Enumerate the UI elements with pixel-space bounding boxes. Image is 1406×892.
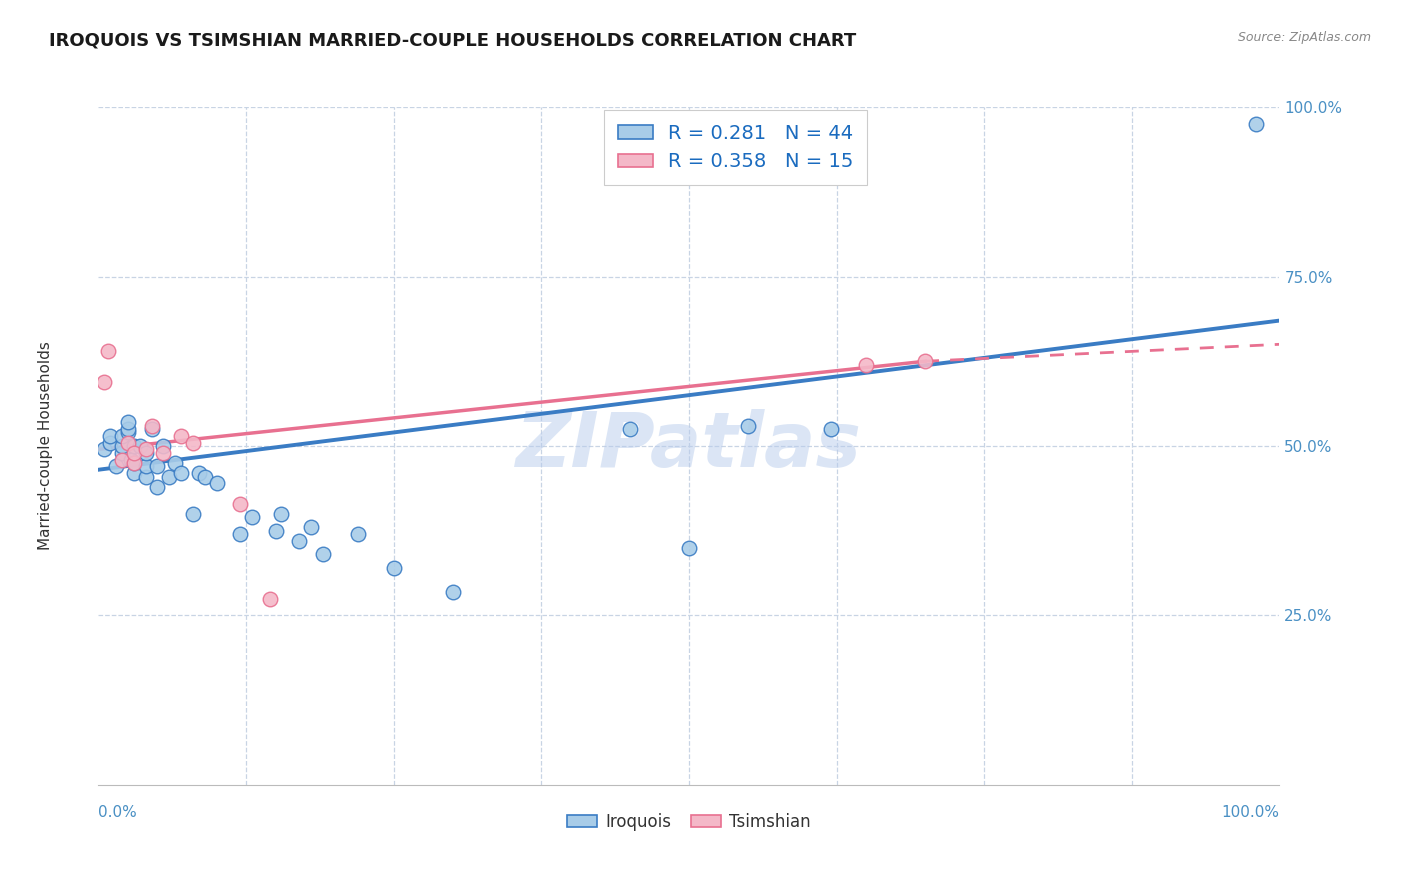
Point [122, 466, 145, 480]
Point [170, 429, 193, 443]
Point [122, 456, 145, 470]
Point [141, 418, 163, 433]
Point [117, 422, 139, 436]
Point [111, 439, 134, 453]
Text: Married-couple Households: Married-couple Households [38, 342, 53, 550]
Point [181, 435, 204, 450]
Point [128, 439, 150, 453]
Text: ZIPatlas: ZIPatlas [516, 409, 862, 483]
Point [152, 439, 174, 453]
Text: 0.0%: 0.0% [98, 805, 138, 821]
Point [135, 446, 157, 460]
Point [264, 524, 287, 538]
Point [737, 418, 759, 433]
Point [152, 446, 174, 460]
Point [117, 435, 139, 450]
Point [111, 446, 134, 460]
Legend: Iroquois, Tsimshian: Iroquois, Tsimshian [560, 806, 818, 838]
Point [165, 456, 187, 470]
Point [170, 466, 193, 480]
Point [111, 452, 134, 467]
Point [678, 541, 700, 555]
Point [299, 520, 322, 534]
Point [1244, 117, 1267, 131]
Point [135, 459, 157, 474]
Point [229, 527, 252, 541]
Point [98, 435, 121, 450]
Point [382, 561, 405, 575]
Point [441, 584, 464, 599]
Point [111, 429, 134, 443]
Point [135, 469, 157, 483]
Point [122, 439, 145, 453]
Point [117, 415, 139, 429]
Point [98, 429, 121, 443]
Point [135, 442, 157, 457]
Point [141, 422, 163, 436]
Point [105, 459, 128, 474]
Text: IROQUOIS VS TSIMSHIAN MARRIED-COUPLE HOUSEHOLDS CORRELATION CHART: IROQUOIS VS TSIMSHIAN MARRIED-COUPLE HOU… [49, 31, 856, 49]
Point [121, 452, 143, 467]
Point [270, 507, 292, 521]
Point [97, 344, 120, 359]
Point [122, 456, 145, 470]
Point [157, 469, 180, 483]
Point [187, 466, 209, 480]
Point [855, 358, 877, 372]
Point [240, 510, 263, 524]
Point [93, 442, 115, 457]
Point [259, 591, 281, 606]
Point [122, 446, 145, 460]
Point [347, 527, 370, 541]
Point [229, 497, 252, 511]
Point [146, 459, 169, 474]
Point [619, 422, 641, 436]
Point [312, 548, 335, 562]
Text: Source: ZipAtlas.com: Source: ZipAtlas.com [1237, 31, 1371, 45]
Text: 100.0%: 100.0% [1222, 805, 1279, 821]
Point [914, 354, 936, 368]
Point [288, 533, 311, 548]
Point [181, 507, 204, 521]
Point [205, 476, 228, 491]
Point [146, 480, 169, 494]
Point [93, 375, 115, 389]
Point [194, 469, 217, 483]
Point [820, 422, 842, 436]
Point [117, 425, 139, 440]
